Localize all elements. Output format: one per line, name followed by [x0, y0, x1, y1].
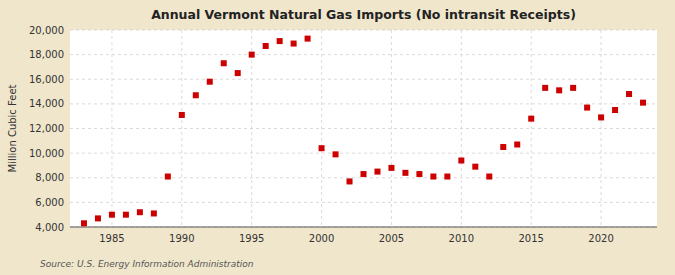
- point: [123, 212, 129, 218]
- y-tick-label: 18,000: [29, 49, 64, 60]
- y-grid-line: [70, 202, 657, 203]
- point: [81, 220, 87, 226]
- y-axis-label: Million Cubic Feet: [7, 84, 18, 172]
- point: [486, 174, 492, 180]
- y-tick-label: 12,000: [29, 123, 64, 134]
- point: [109, 212, 115, 218]
- point: [207, 79, 213, 85]
- y-tick-label: 4,000: [35, 222, 64, 233]
- point: [542, 85, 548, 91]
- point: [472, 164, 478, 170]
- point: [598, 114, 604, 120]
- point: [319, 145, 325, 151]
- y-tick-label: 14,000: [29, 98, 64, 109]
- grid: [70, 30, 657, 227]
- point: [570, 85, 576, 91]
- y-grid-line: [70, 54, 657, 55]
- point: [333, 151, 339, 157]
- point: [626, 91, 632, 97]
- point: [193, 92, 199, 98]
- point: [416, 171, 422, 177]
- x-tick-label: 2015: [518, 233, 543, 244]
- point: [179, 112, 185, 118]
- y-tick-label: 16,000: [29, 74, 64, 85]
- x-axis-line: [70, 227, 657, 228]
- x-grid-line: [601, 30, 602, 227]
- point: [402, 170, 408, 176]
- point: [263, 43, 269, 49]
- point: [528, 116, 534, 122]
- point: [458, 158, 464, 164]
- figure-background: [0, 0, 675, 275]
- point: [249, 52, 255, 58]
- y-tick-label: 10,000: [29, 148, 64, 159]
- title: Annual Vermont Natural Gas Imports (No i…: [151, 7, 576, 22]
- source-note: Source: U.S. Energy Information Administ…: [40, 259, 254, 269]
- x-grid-line: [111, 30, 112, 227]
- point: [374, 169, 380, 175]
- point: [277, 38, 283, 44]
- point: [291, 41, 297, 47]
- y-grid-line: [70, 177, 657, 178]
- x-grid-line: [531, 30, 532, 227]
- y-grid-line: [70, 79, 657, 80]
- x-tick-label: 2005: [379, 233, 404, 244]
- point: [165, 174, 171, 180]
- y-grid-line: [70, 103, 657, 104]
- x-tick-label: 1995: [239, 233, 264, 244]
- y-grid-line: [70, 227, 657, 228]
- x-grid-line: [181, 30, 182, 227]
- y-tick-label: 6,000: [35, 197, 64, 208]
- chart: 4,000 6,000 8,000 10,000 12,000 14,000 16,000 1…: [0, 0, 675, 275]
- x-grid-line: [391, 30, 392, 227]
- x-grid-line: [461, 30, 462, 227]
- x-tick-label: 2020: [588, 233, 613, 244]
- point: [584, 105, 590, 111]
- y-grid-line: [70, 30, 657, 31]
- x-tick-label: 2010: [449, 233, 474, 244]
- point: [430, 174, 436, 180]
- point: [137, 209, 143, 215]
- x-tick-label: 1990: [169, 233, 194, 244]
- y-grid-line: [70, 128, 657, 129]
- point: [612, 107, 618, 113]
- point: [556, 87, 562, 93]
- x-tick-label: 2000: [309, 233, 334, 244]
- point: [221, 60, 227, 66]
- points: [81, 36, 646, 227]
- y-tick-label: 8,000: [35, 172, 64, 183]
- point: [95, 215, 101, 221]
- point: [347, 178, 353, 184]
- plot-background: [70, 30, 657, 227]
- point: [305, 36, 311, 42]
- x-grid-line: [321, 30, 322, 227]
- point: [388, 165, 394, 171]
- point: [500, 144, 506, 150]
- y-tick-label: 20,000: [29, 25, 64, 36]
- point: [235, 70, 241, 76]
- point: [514, 142, 520, 148]
- point: [640, 100, 646, 106]
- x-grid-line: [251, 30, 252, 227]
- point: [444, 174, 450, 180]
- x-tick-label: 1985: [99, 233, 124, 244]
- point: [361, 171, 367, 177]
- y-grid-line: [70, 153, 657, 154]
- point: [151, 210, 157, 216]
